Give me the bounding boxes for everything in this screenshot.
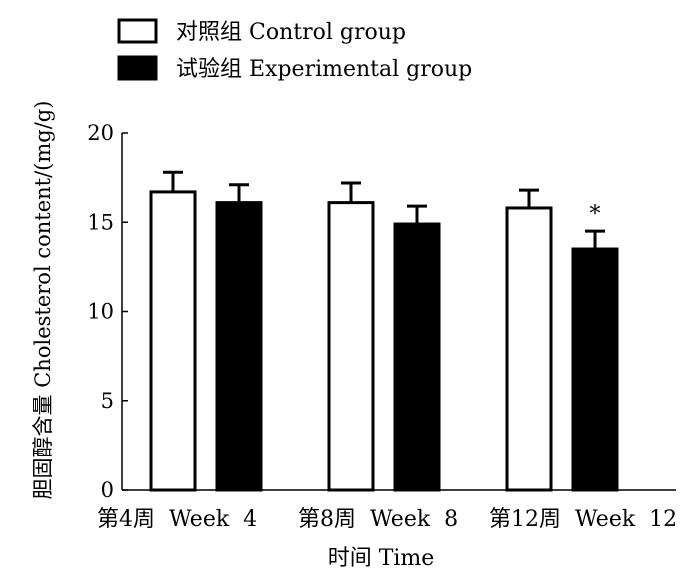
bar-experimental — [571, 247, 619, 492]
legend-swatch-control — [117, 18, 158, 44]
y-tick-label: 20 — [87, 121, 114, 145]
y-tick-label: 15 — [87, 210, 114, 234]
legend: 对照组 Control group 试验组 Experimental group — [117, 18, 472, 82]
x-tick-label: 第4周 Week 4 — [97, 507, 257, 532]
x-tick-label: 第8周 Week 8 — [298, 507, 458, 532]
bar-control — [505, 206, 553, 492]
bar-control — [149, 190, 197, 492]
legend-swatch-experimental — [117, 55, 158, 81]
axes: 0 5 10 15 20 第4周 Week 4 第8周 Week 8 第12周 Week 12 — [87, 121, 677, 532]
legend-label: 试验组 Experimental group — [176, 57, 472, 82]
legend-label: 对照组 Control group — [176, 20, 406, 45]
y-axis-label: 胆固醇含量 Cholesterol content/(mg/g) — [31, 101, 55, 500]
y-tick-label: 5 — [101, 389, 114, 413]
bar-experimental — [215, 201, 263, 492]
bars: * — [149, 170, 619, 492]
x-tick-label: 第12周 Week 12 — [489, 507, 677, 532]
x-axis-label: 时间 Time — [328, 546, 435, 571]
bar-experimental — [393, 222, 441, 492]
y-tick-label: 10 — [87, 300, 114, 324]
bar-control — [327, 201, 375, 492]
significance-marker: * — [590, 202, 601, 227]
y-tick-label: 0 — [101, 478, 114, 502]
